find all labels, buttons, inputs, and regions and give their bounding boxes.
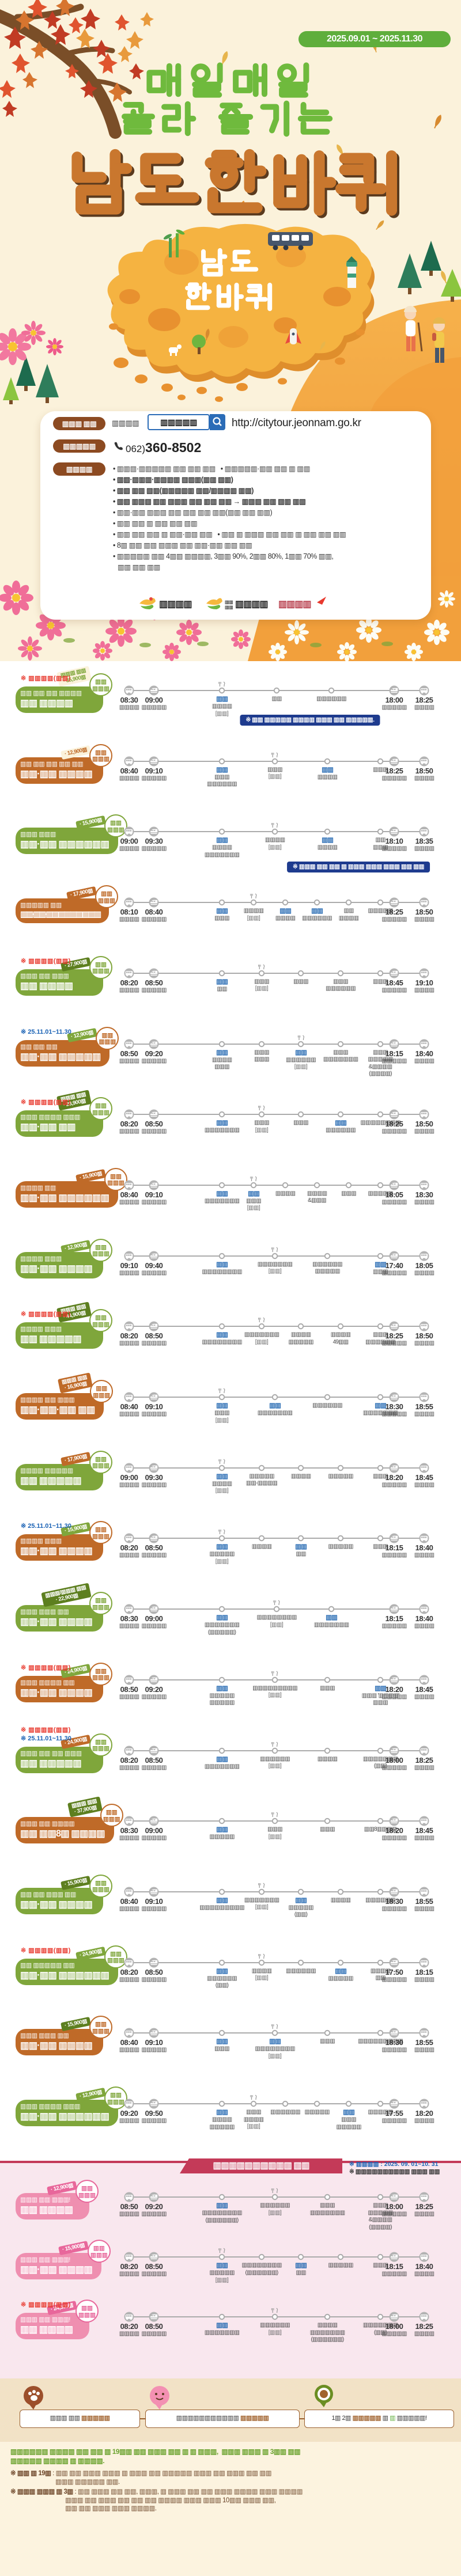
svg-text:▥▥▥▥: ▥▥▥▥ — [159, 600, 191, 609]
svg-text:▥▥▥▥: ▥▥▥▥ — [278, 600, 311, 609]
svg-text:▥▥: ▥▥ — [225, 605, 233, 610]
svg-text:▥▥▥▥: ▥▥▥▥ — [235, 600, 267, 609]
svg-text:▥▥: ▥▥ — [225, 600, 233, 605]
